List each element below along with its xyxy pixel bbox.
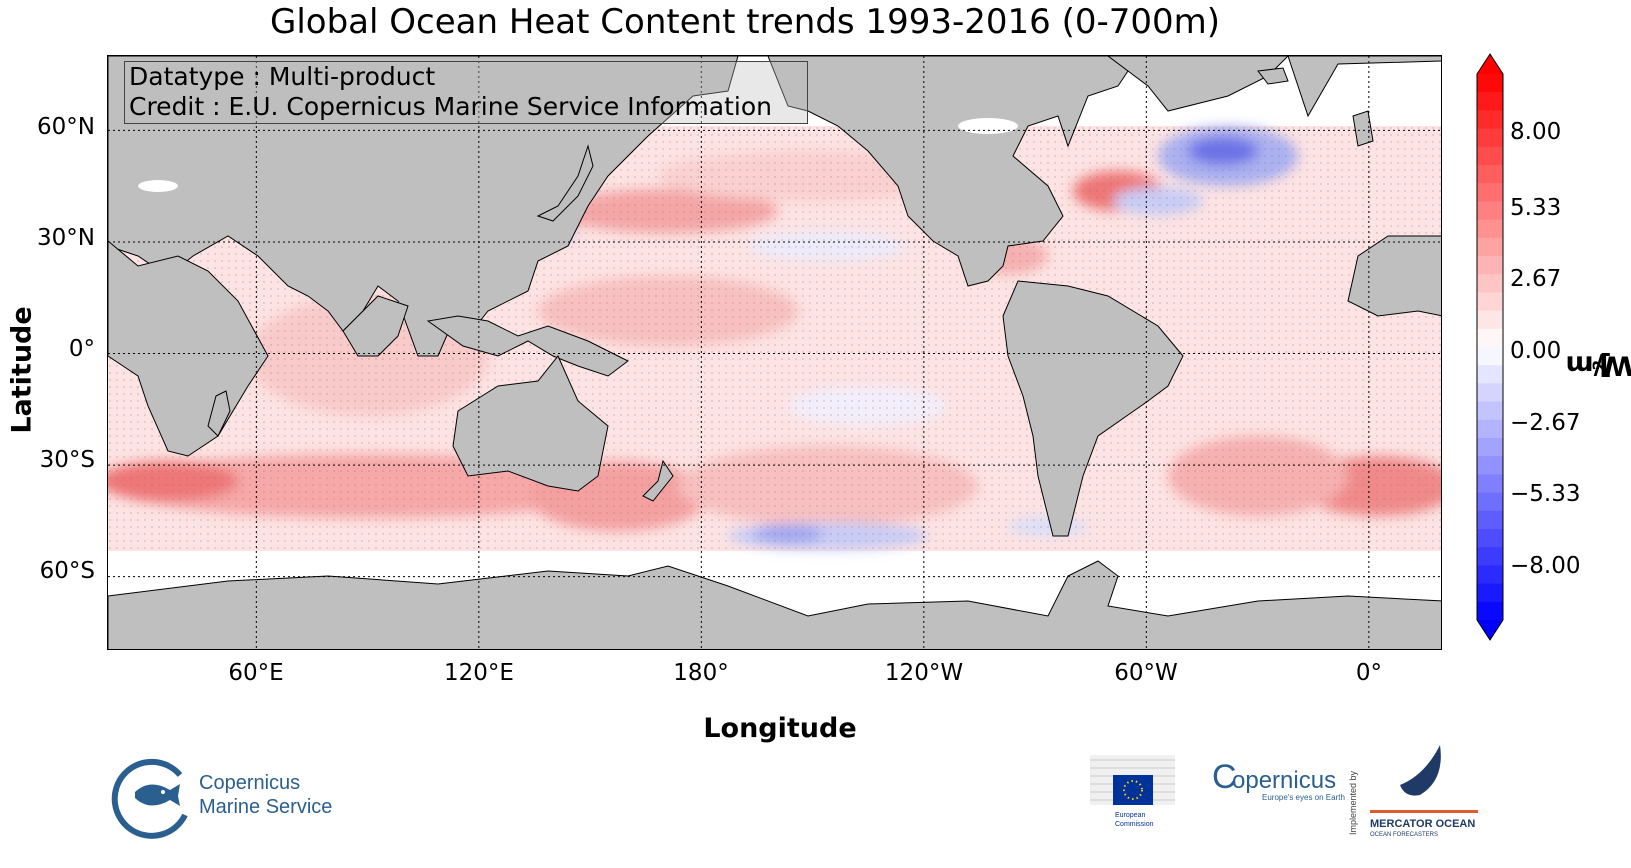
- lon-tick-120w: 120°W: [884, 660, 964, 686]
- colorbar-tick: −2.67: [1510, 410, 1581, 436]
- colorbar-band: [1477, 237, 1503, 257]
- colorbar-band: [1477, 128, 1503, 148]
- colorbar-band: [1477, 310, 1503, 330]
- colorbar-band: [1477, 401, 1503, 421]
- new-zealand: [642, 459, 674, 502]
- graticule: [108, 56, 1441, 649]
- cmems-name: Copernicus: [199, 772, 300, 794]
- india: [342, 295, 409, 357]
- svg-text:OCEAN FORECASTERS: OCEAN FORECASTERS: [1370, 832, 1438, 838]
- colorbar-band: [1477, 292, 1503, 312]
- svg-text:European: European: [1115, 812, 1145, 819]
- north-america: [767, 56, 1139, 287]
- colorbar-band: [1477, 565, 1503, 585]
- colorbar-extend-max: [1477, 54, 1503, 74]
- colorbar-extend-min: [1477, 620, 1503, 640]
- colorbar-band: [1477, 256, 1503, 275]
- cmems-logo: Copernicus Marine Service: [111, 758, 332, 839]
- colorbar-band: [1477, 328, 1503, 348]
- colorbar-tick: 2.67: [1510, 266, 1562, 292]
- ocean-heat-trend-map: [108, 56, 1441, 649]
- colorbar-band: [1477, 165, 1503, 184]
- colorbar-band: [1477, 92, 1503, 111]
- colorbar-band: [1477, 547, 1503, 566]
- cmems-sub: Marine Service: [199, 796, 332, 818]
- colorbar-band: [1477, 438, 1503, 457]
- lon-tick-60e: 60°E: [228, 660, 284, 686]
- colorbar-tick: 5.33: [1510, 195, 1562, 221]
- colorbar-tick: −8.00: [1510, 553, 1581, 579]
- land-masses: [108, 56, 1441, 649]
- mercator-ocean-logo: Implemented by MERCATOR OCEAN OCEAN FORE…: [1348, 745, 1478, 838]
- chart-title: Global Ocean Heat Content trends 1993-20…: [269, 2, 1221, 42]
- south-america: [1002, 280, 1184, 537]
- colorbar-tick: 0.00: [1510, 338, 1562, 364]
- lat-tick-eq: 0°: [68, 336, 95, 362]
- uk: [1352, 110, 1374, 147]
- x-axis-label: Longitude: [703, 713, 857, 744]
- colorbar-band: [1477, 219, 1503, 239]
- copernicus-logo: C opernicus Europe's eyes on Earth: [1212, 758, 1345, 802]
- svg-text:Europe's eyes on Earth: Europe's eyes on Earth: [1262, 793, 1345, 802]
- y-axis-label: Latitude: [6, 306, 38, 434]
- colorbar-band: [1477, 474, 1503, 494]
- colorbar-tick: −5.33: [1510, 481, 1581, 507]
- colorbar-band: [1477, 274, 1503, 293]
- colorbar-outline: [1476, 53, 1504, 641]
- eu-flag-icon: [1113, 775, 1153, 805]
- svg-text:C: C: [1212, 758, 1237, 796]
- africa-west: [1347, 235, 1441, 317]
- colorbar-unit-wrap: [W/m2 ]: [1564, 345, 1631, 385]
- datatype-text: Datatype : Multi-product: [129, 62, 436, 91]
- antarctica: [108, 560, 1441, 649]
- lat-tick-60n: 60°N: [37, 114, 95, 140]
- svg-text:opernicus: opernicus: [1232, 767, 1336, 794]
- colorbar-band: [1477, 601, 1503, 621]
- fish-icon: [135, 784, 180, 806]
- lon-tick-120e: 120°E: [444, 660, 514, 686]
- colorbar: [1476, 53, 1504, 641]
- greenland: [1107, 56, 1289, 112]
- colorbar-unit: [W/m2 ]: [1564, 349, 1631, 381]
- map-plot-area: [107, 55, 1442, 650]
- colorbar-band: [1477, 365, 1503, 384]
- lon-tick-0: 0°: [1355, 660, 1383, 686]
- lon-tick-180: 180°: [673, 660, 729, 686]
- lat-tick-60s: 60°S: [39, 558, 95, 584]
- svg-text:Implemented by: Implemented by: [1348, 770, 1358, 835]
- colorbar-band: [1477, 146, 1503, 166]
- iceland: [1257, 67, 1289, 85]
- colorbar-band: [1477, 183, 1503, 202]
- colorbar-band: [1477, 74, 1503, 93]
- lon-tick-60w: 60°W: [1114, 660, 1178, 686]
- dataset-info-box: Datatype : Multi-product Credit : E.U. C…: [124, 61, 808, 124]
- lat-tick-30s: 30°S: [39, 447, 95, 473]
- colorbar-band: [1477, 347, 1503, 366]
- colorbar-band: [1477, 510, 1503, 530]
- european-commission-logo: European Commission: [1090, 755, 1175, 828]
- colorbar-band: [1477, 529, 1503, 548]
- madagascar: [207, 390, 231, 437]
- svg-text:Commission: Commission: [1115, 821, 1154, 828]
- colorbar-band: [1477, 583, 1503, 603]
- y-axis-label-wrap: Latitude: [2, 306, 42, 433]
- colorbar-band: [1477, 201, 1503, 221]
- japan: [536, 144, 594, 222]
- colorbar-band: [1477, 419, 1503, 439]
- colorbar-band: [1477, 110, 1503, 130]
- svg-text:MERCATOR OCEAN: MERCATOR OCEAN: [1370, 818, 1475, 830]
- credit-text: Credit : E.U. Copernicus Marine Service …: [129, 92, 772, 121]
- wave-icon: [1400, 745, 1441, 796]
- colorbar-band: [1477, 492, 1503, 512]
- colorbar-band: [1477, 456, 1503, 475]
- lat-tick-30n: 30°N: [37, 225, 95, 251]
- colorbar-tick: 8.00: [1510, 119, 1562, 145]
- australia: [452, 355, 609, 492]
- colorbar-band: [1477, 383, 1503, 403]
- logo-strip: Copernicus Marine Service European Commi…: [111, 745, 1478, 839]
